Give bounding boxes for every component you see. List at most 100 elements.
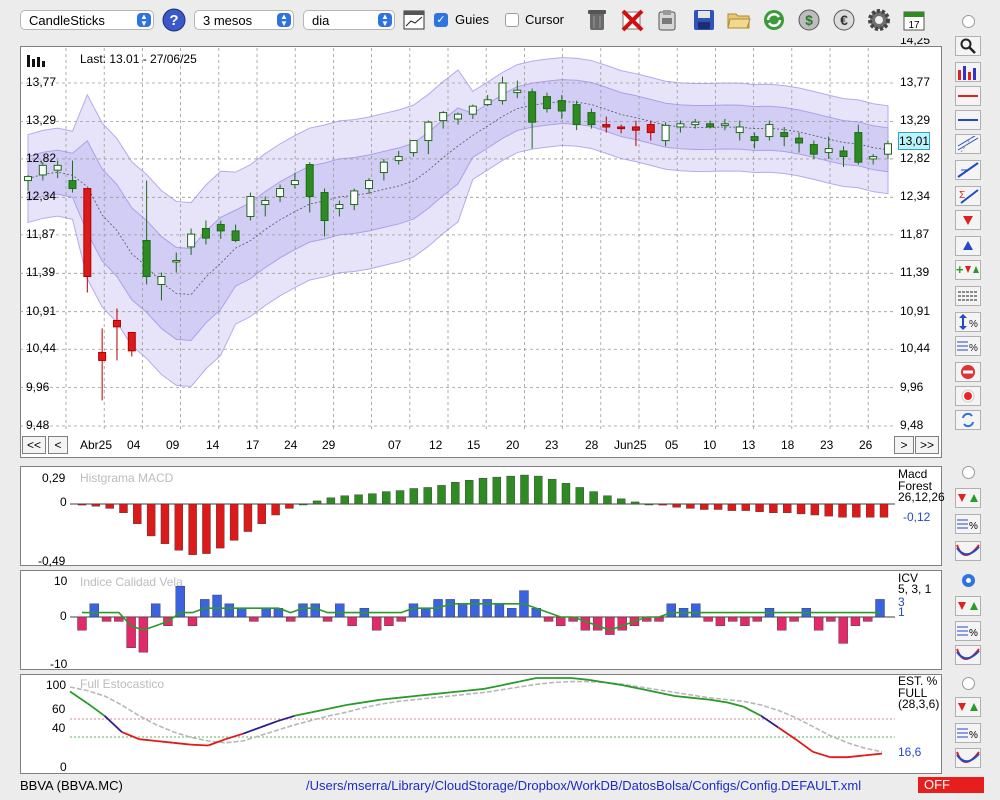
grid-lines-icon[interactable] xyxy=(955,286,981,306)
percent-range-icon[interactable]: % xyxy=(955,312,981,332)
blue-line-icon[interactable] xyxy=(955,110,981,130)
macd-percent-lines-icon[interactable]: % xyxy=(955,514,981,534)
price-tick-right: 13,77 xyxy=(900,75,931,89)
date-tick-label: 12 xyxy=(429,438,443,452)
icv-radio[interactable] xyxy=(962,574,975,587)
stoch-side-label-3: (28,3,6) xyxy=(898,697,940,711)
period-select[interactable]: 3 mesos ▲ ▼ xyxy=(194,10,294,30)
interval-select[interactable]: dia ▲ ▼ xyxy=(303,10,395,30)
sigma-line-icon[interactable]: Σ xyxy=(955,186,981,206)
macd-title: Histgrama MACD xyxy=(80,471,174,485)
period-value: 3 mesos xyxy=(203,13,253,28)
trash-icon[interactable] xyxy=(585,7,609,33)
macd-radio[interactable] xyxy=(962,466,975,479)
gear-icon[interactable] xyxy=(867,7,891,33)
nav-prev-button[interactable]: < xyxy=(48,436,68,454)
nav-last-button[interactable]: >> xyxy=(915,436,939,454)
date-tick-label: Jun25 xyxy=(614,438,647,452)
record-icon[interactable] xyxy=(955,386,981,406)
stoch-signals-icon[interactable] xyxy=(955,697,981,717)
price-chart-panel[interactable] xyxy=(20,46,942,458)
cursor-label: Cursor xyxy=(525,12,565,27)
channel-icon[interactable] xyxy=(955,134,981,154)
macd-curve-icon[interactable] xyxy=(955,541,981,561)
price-tick-right: 9,48 xyxy=(900,418,924,432)
price-tick-left: 10,44 xyxy=(26,341,57,356)
nav-first-button[interactable]: << xyxy=(22,436,46,454)
signals-add-icon[interactable]: + xyxy=(955,260,981,280)
config-path-link[interactable]: /Users/mserra/Library/CloudStorage/Dropb… xyxy=(306,778,862,793)
price-tick-left: 9,96 xyxy=(26,379,50,394)
price-tick-right: 9,96 xyxy=(900,379,924,394)
nav-next-button[interactable]: > xyxy=(894,436,914,454)
bar-chart-icon[interactable] xyxy=(27,53,49,70)
date-tick-label: 23 xyxy=(545,438,559,452)
chart-window-icon[interactable] xyxy=(402,7,426,33)
help-icon[interactable]: ? xyxy=(162,7,186,33)
price-tick-left: 13,29 xyxy=(26,113,57,128)
calendar-icon[interactable]: 17 xyxy=(902,7,926,33)
top-tick-partial: 14,25 xyxy=(900,38,931,46)
arrow-up-blue-icon[interactable] xyxy=(955,236,981,256)
price-tick-right: 11,39 xyxy=(900,265,930,280)
icv-title: Indice Calidad Vela xyxy=(80,575,183,589)
date-tick-label: 26 xyxy=(859,438,873,452)
svg-text:?: ? xyxy=(169,12,178,29)
price-tick-left: 11,87 xyxy=(26,226,56,241)
open-folder-icon[interactable] xyxy=(727,7,751,33)
red-line-icon[interactable] xyxy=(955,86,981,106)
off-button[interactable]: OFF xyxy=(918,777,984,793)
chevron-updown-icon: ▲ ▼ xyxy=(137,13,151,28)
icv-tick-bottom: -10 xyxy=(50,657,68,671)
arrow-down-red-icon[interactable] xyxy=(955,210,981,230)
stoch-radio[interactable] xyxy=(962,677,975,690)
date-tick-label: 04 xyxy=(127,438,141,452)
date-tick-label: 18 xyxy=(781,438,795,452)
price-tick-right: 10,44 xyxy=(900,341,931,356)
date-tick-label: 24 xyxy=(284,438,298,452)
price-tick-left: 12,82 xyxy=(26,150,57,165)
icv-curve-icon[interactable] xyxy=(955,645,981,665)
price-tick-right: 13,29 xyxy=(900,113,931,128)
guides-checkbox[interactable]: ✓ xyxy=(434,13,448,27)
chart-type-select[interactable]: CandleSticks ▲ ▼ xyxy=(20,10,154,30)
icv-signals-icon[interactable] xyxy=(955,596,981,616)
dollar-refresh-icon[interactable]: $ xyxy=(797,7,821,33)
euro-icon[interactable]: € xyxy=(832,7,856,33)
volume-bars-icon[interactable] xyxy=(955,62,981,82)
symbol-label: BBVA (BBVA.MC) xyxy=(20,778,123,793)
zoom-icon[interactable] xyxy=(955,36,981,56)
svg-text:%: % xyxy=(969,319,978,330)
delete-chart-icon[interactable] xyxy=(620,7,644,33)
save-icon[interactable] xyxy=(692,7,716,33)
macd-signals-icon[interactable] xyxy=(955,488,981,508)
refresh-icon[interactable] xyxy=(762,7,786,33)
last-price-label: Last: 13.01 - 27/06/25 xyxy=(80,52,197,66)
icv-percent-lines-icon[interactable]: % xyxy=(955,621,981,641)
clipboard-icon[interactable] xyxy=(655,7,679,33)
main-chart-radio[interactable] xyxy=(962,15,975,28)
stop-icon[interactable] xyxy=(955,362,981,382)
macd-side-label-2: Forest xyxy=(898,479,933,493)
stoch-curve-icon[interactable] xyxy=(955,748,981,768)
price-tick-left: 10,91 xyxy=(26,303,57,318)
trendline-icon[interactable] xyxy=(955,160,981,180)
stoch-percent-lines-icon[interactable]: % xyxy=(955,723,981,743)
swap-icon[interactable] xyxy=(955,410,981,430)
icv-tick-zero: 0 xyxy=(60,609,67,623)
svg-text:€: € xyxy=(840,12,848,28)
date-tick-label: 20 xyxy=(506,438,520,452)
calendar-day: 17 xyxy=(908,20,920,31)
date-tick-label: 10 xyxy=(703,438,717,452)
guides-label: Guies xyxy=(455,12,489,27)
cursor-checkbox[interactable] xyxy=(505,13,519,27)
interval-value: dia xyxy=(312,13,330,28)
date-tick-label: Abr25 xyxy=(80,438,113,452)
icv-side-label-1: ICV xyxy=(898,571,919,585)
macd-side-label-1: Macd xyxy=(898,467,928,481)
svg-text:$: $ xyxy=(805,12,813,28)
stoch-title: Full Estocastico xyxy=(80,677,165,691)
svg-text:%: % xyxy=(969,730,978,741)
date-tick-label: 13 xyxy=(742,438,756,452)
percent-lines-icon[interactable]: % xyxy=(955,336,981,356)
